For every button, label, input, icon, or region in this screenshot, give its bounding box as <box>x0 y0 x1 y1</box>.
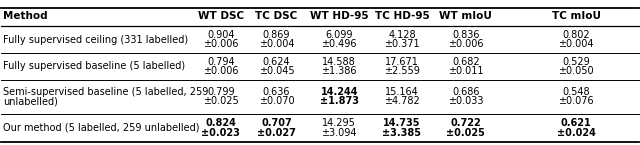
Text: ±0.025: ±0.025 <box>447 128 485 138</box>
Text: ±0.011: ±0.011 <box>448 66 484 76</box>
Text: ±0.045: ±0.045 <box>259 66 294 76</box>
Text: ±3.385: ±3.385 <box>383 128 421 138</box>
Text: ±0.006: ±0.006 <box>203 66 239 76</box>
Text: ±1.386: ±1.386 <box>321 66 357 76</box>
Text: 0.722: 0.722 <box>451 118 481 128</box>
Text: unlabelled): unlabelled) <box>3 97 58 106</box>
Text: ±0.050: ±0.050 <box>558 66 594 76</box>
Text: 0.707: 0.707 <box>261 118 292 128</box>
Text: TC HD-95: TC HD-95 <box>374 11 429 21</box>
Text: TC DSC: TC DSC <box>255 11 298 21</box>
Text: 0.904: 0.904 <box>207 30 234 40</box>
Text: Fully supervised baseline (5 labelled): Fully supervised baseline (5 labelled) <box>3 61 186 71</box>
Text: ±2.559: ±2.559 <box>384 66 420 76</box>
Text: 0.799: 0.799 <box>207 87 235 97</box>
Text: Semi-supervised baseline (5 labelled, 259: Semi-supervised baseline (5 labelled, 25… <box>3 87 209 97</box>
Text: TC mIoU: TC mIoU <box>552 11 600 21</box>
Text: Fully supervised ceiling (331 labelled): Fully supervised ceiling (331 labelled) <box>3 35 188 45</box>
Text: 14.244: 14.244 <box>321 87 358 97</box>
Text: 0.621: 0.621 <box>561 118 591 128</box>
Text: ±4.782: ±4.782 <box>384 97 420 106</box>
Text: ±0.496: ±0.496 <box>321 39 357 49</box>
Text: ±3.094: ±3.094 <box>321 128 357 138</box>
Text: 0.682: 0.682 <box>452 57 480 67</box>
Text: 0.686: 0.686 <box>452 87 479 97</box>
Text: ±0.027: ±0.027 <box>257 128 296 138</box>
Text: ±0.076: ±0.076 <box>558 97 594 106</box>
Text: 17.671: 17.671 <box>385 57 419 67</box>
Text: 0.548: 0.548 <box>562 87 590 97</box>
Text: 0.624: 0.624 <box>262 57 291 67</box>
Text: ±0.006: ±0.006 <box>448 39 484 49</box>
Text: ±0.070: ±0.070 <box>259 97 294 106</box>
Text: WT DSC: WT DSC <box>198 11 244 21</box>
Text: 0.636: 0.636 <box>263 87 290 97</box>
Text: WT HD-95: WT HD-95 <box>310 11 369 21</box>
Text: ±0.371: ±0.371 <box>384 39 420 49</box>
Text: 6.099: 6.099 <box>326 30 353 40</box>
Text: 0.802: 0.802 <box>562 30 590 40</box>
Text: WT mIoU: WT mIoU <box>440 11 492 21</box>
Text: 15.164: 15.164 <box>385 87 419 97</box>
Text: ±0.033: ±0.033 <box>448 97 484 106</box>
Text: ±0.024: ±0.024 <box>557 128 595 138</box>
Text: ±0.025: ±0.025 <box>203 97 239 106</box>
Text: Our method (5 labelled, 259 unlabelled): Our method (5 labelled, 259 unlabelled) <box>3 123 200 133</box>
Text: ±0.004: ±0.004 <box>259 39 294 49</box>
Text: 0.824: 0.824 <box>205 118 236 128</box>
Text: ±0.023: ±0.023 <box>202 128 240 138</box>
Text: ±1.873: ±1.873 <box>320 97 358 106</box>
Text: Method: Method <box>3 11 48 21</box>
Text: 14.588: 14.588 <box>323 57 356 67</box>
Text: ±0.006: ±0.006 <box>203 39 239 49</box>
Text: 4.128: 4.128 <box>388 30 416 40</box>
Text: ±0.004: ±0.004 <box>558 39 594 49</box>
Text: 14.735: 14.735 <box>383 118 420 128</box>
Text: 0.794: 0.794 <box>207 57 235 67</box>
Text: 14.295: 14.295 <box>323 118 356 128</box>
Text: 0.529: 0.529 <box>562 57 590 67</box>
Text: 0.869: 0.869 <box>263 30 290 40</box>
Text: 0.836: 0.836 <box>452 30 479 40</box>
